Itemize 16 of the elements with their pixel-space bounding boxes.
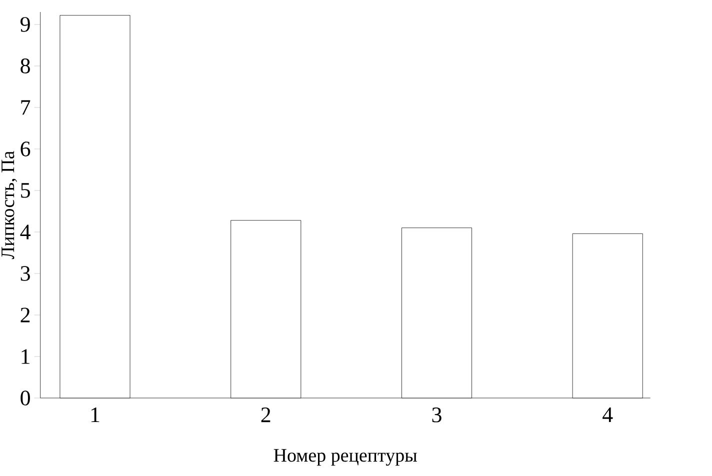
y-tick-label: 4 — [20, 224, 30, 240]
x-tick-label: 1 — [91, 408, 100, 422]
y-axis-title: Липкость, Па — [2, 151, 17, 260]
y-tick-label: 2 — [20, 308, 30, 322]
x-axis-title: Номер рецептуры — [274, 449, 417, 466]
y-tick-label: 1 — [22, 349, 30, 364]
x-tick-label: 3 — [432, 408, 442, 422]
y-tick-label: 3 — [20, 266, 30, 281]
y-tick-label: 7 — [21, 100, 30, 115]
y-tick-label: 5 — [21, 183, 30, 198]
y-tick-label: 0 — [20, 390, 30, 406]
x-tick-label: 2 — [261, 408, 270, 422]
x-tick-label: 4 — [602, 408, 613, 422]
y-tick-label: 9 — [20, 17, 30, 32]
y-tick-label: 8 — [20, 58, 30, 74]
y-tick-label: 6 — [20, 142, 30, 156]
